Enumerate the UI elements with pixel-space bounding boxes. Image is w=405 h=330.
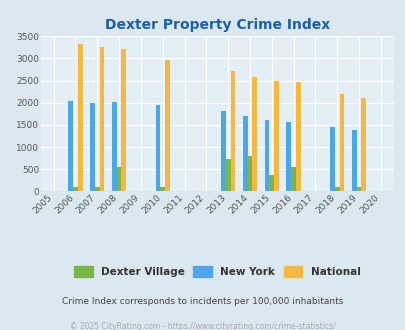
Bar xyxy=(100,47,104,191)
Text: Crime Index corresponds to incidents per 100,000 inhabitants: Crime Index corresponds to incidents per… xyxy=(62,297,343,306)
Bar xyxy=(112,102,116,191)
Bar xyxy=(73,187,78,191)
Bar xyxy=(286,122,290,191)
Bar xyxy=(242,116,247,191)
Bar xyxy=(269,175,273,191)
Text: © 2025 CityRating.com - https://www.cityrating.com/crime-statistics/: © 2025 CityRating.com - https://www.city… xyxy=(70,322,335,330)
Bar xyxy=(78,44,83,191)
Bar xyxy=(329,127,334,191)
Bar xyxy=(230,71,235,191)
Bar xyxy=(155,105,160,191)
Bar xyxy=(290,167,295,191)
Bar xyxy=(225,159,230,191)
Bar xyxy=(165,60,169,191)
Bar xyxy=(95,187,100,191)
Bar xyxy=(334,187,339,191)
Bar xyxy=(220,111,225,191)
Bar xyxy=(360,98,365,191)
Bar xyxy=(295,82,300,191)
Title: Dexter Property Crime Index: Dexter Property Crime Index xyxy=(104,18,329,32)
Bar xyxy=(90,103,95,191)
Bar xyxy=(339,94,343,191)
Bar xyxy=(264,120,269,191)
Bar xyxy=(68,101,73,191)
Bar xyxy=(121,49,126,191)
Bar xyxy=(160,187,165,191)
Bar xyxy=(356,187,360,191)
Bar xyxy=(247,155,252,191)
Bar xyxy=(273,81,278,191)
Bar xyxy=(351,130,356,191)
Bar xyxy=(116,167,121,191)
Bar xyxy=(252,77,256,191)
Legend: Dexter Village, New York, National: Dexter Village, New York, National xyxy=(70,262,364,281)
